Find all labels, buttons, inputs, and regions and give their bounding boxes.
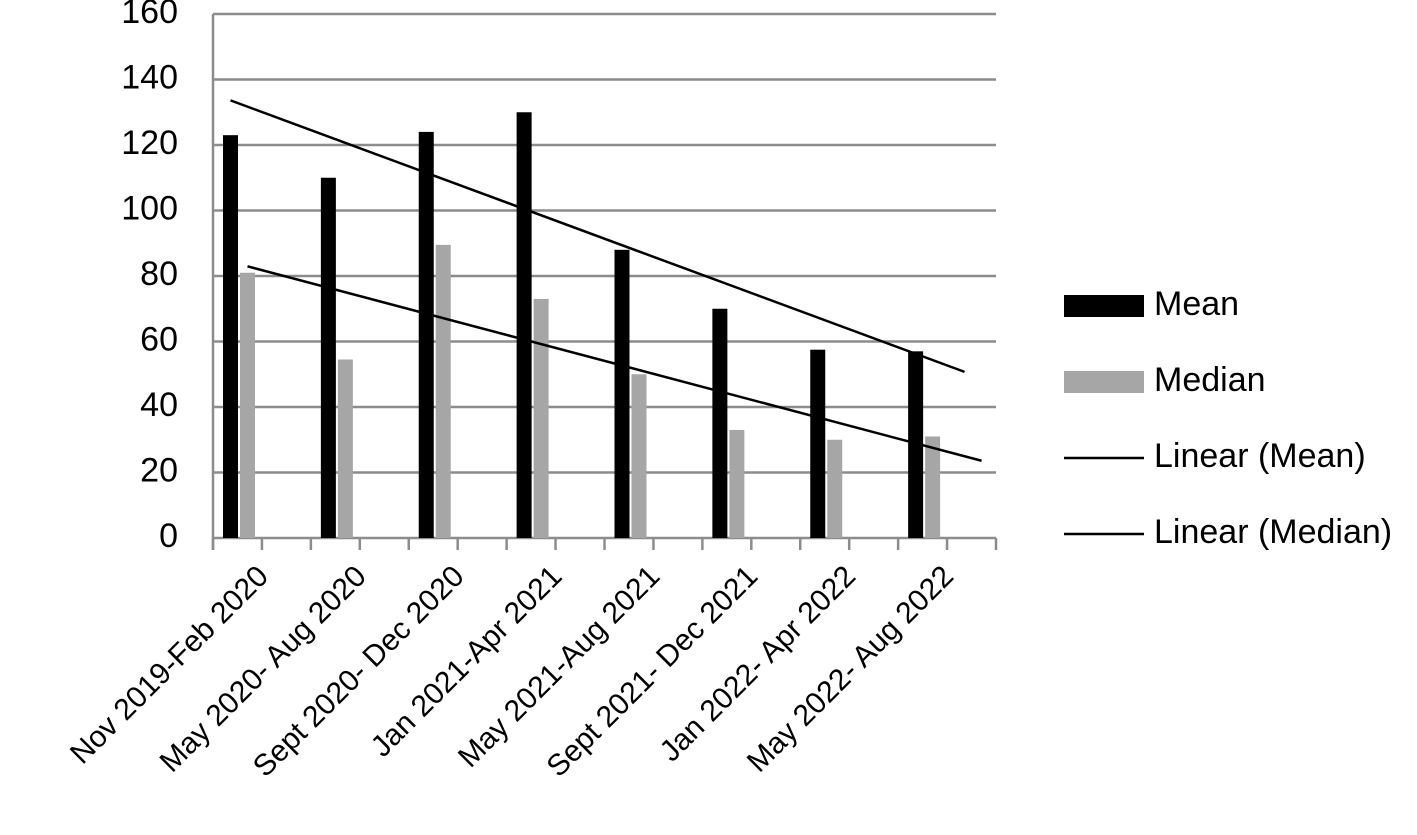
trendline-mean	[230, 99, 965, 374]
y-tick-label-120: 120	[121, 124, 178, 162]
y-tick-label-40: 40	[140, 386, 178, 424]
x-tick-label-3: Jan 2021-Apr 2021	[365, 560, 569, 764]
bar-mean-5	[712, 308, 728, 538]
x-tick-label-6: Jan 2022- Apr 2022	[654, 560, 863, 769]
bar-median-4	[631, 374, 647, 538]
legend: Mean Median Linear (Mean) Linear (Median)	[1064, 285, 1392, 551]
y-tick-label-0: 0	[159, 517, 178, 555]
legend-label-linear-mean: Linear (Mean)	[1154, 437, 1366, 475]
bar-median-3	[533, 298, 549, 538]
bar-mean-0	[223, 135, 238, 539]
trendline-median	[247, 265, 982, 462]
legend-label-median: Median	[1154, 361, 1266, 399]
bar-mean-3	[516, 112, 532, 538]
legend-swatch-mean	[1064, 295, 1144, 317]
bar-median-2	[435, 244, 451, 538]
bar-mean-2	[418, 131, 434, 538]
bars	[223, 112, 941, 539]
y-tick-label-140: 140	[121, 58, 178, 96]
y-tick-label-60: 60	[140, 320, 178, 358]
bar-median-0	[240, 272, 255, 538]
bar-median-7	[925, 436, 941, 538]
bar-mean-1	[320, 177, 336, 538]
bar-mean-4	[614, 249, 630, 539]
bar-mean-7	[908, 351, 924, 538]
y-tick-label-160: 160	[121, 0, 178, 31]
trendlines	[230, 99, 982, 462]
bar-median-5	[729, 429, 745, 538]
bar-median-1	[337, 359, 353, 538]
y-tick-label-100: 100	[121, 189, 178, 227]
bar-mean-6	[810, 349, 826, 538]
y-tick-label-20: 20	[140, 451, 178, 489]
legend-label-mean: Mean	[1154, 285, 1239, 323]
legend-swatch-median	[1064, 371, 1144, 393]
legend-label-linear-median: Linear (Median)	[1154, 513, 1392, 551]
bar-median-6	[827, 439, 843, 538]
y-tick-label-80: 80	[140, 255, 178, 293]
